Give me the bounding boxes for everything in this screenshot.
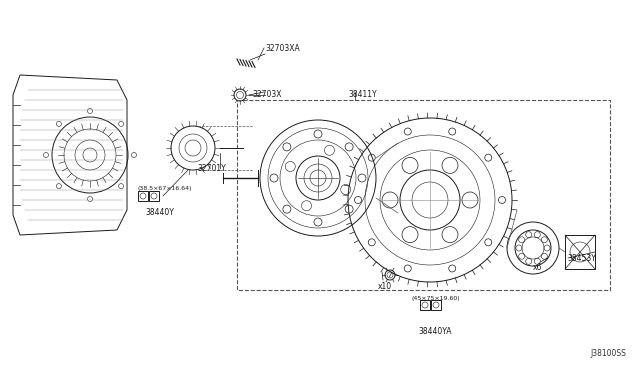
Text: 38453Y: 38453Y [567, 254, 596, 263]
Text: x6: x6 [533, 263, 542, 272]
Bar [431, 300, 441, 310]
Bar [565, 235, 595, 269]
Text: 32703XA: 32703XA [265, 44, 300, 53]
Text: (38.5×67×16.64): (38.5×67×16.64) [137, 186, 191, 191]
Text: 32701Y: 32701Y [197, 164, 226, 173]
Bar [237, 100, 610, 290]
Text: 38440Y: 38440Y [145, 208, 174, 217]
Text: J38100SS: J38100SS [590, 349, 626, 358]
Text: 32703X: 32703X [252, 90, 282, 99]
Bar [138, 191, 148, 201]
Text: 38440YA: 38440YA [418, 327, 451, 336]
Text: (45×75×19.60): (45×75×19.60) [412, 296, 461, 301]
Bar [149, 191, 159, 201]
Text: x10: x10 [378, 282, 392, 291]
Text: 38411Y: 38411Y [348, 90, 376, 99]
Bar [420, 300, 430, 310]
